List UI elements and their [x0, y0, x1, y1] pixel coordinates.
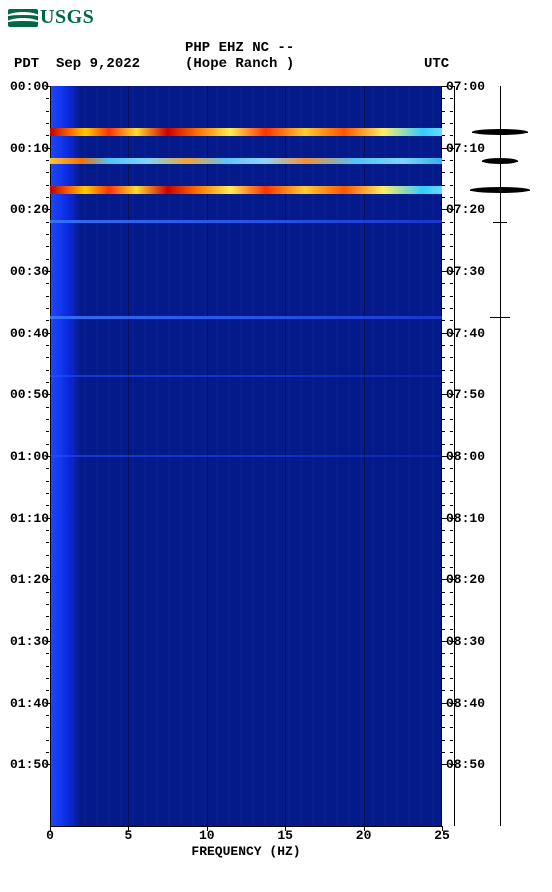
left-time-tick: 00:50 [10, 387, 46, 402]
spectrogram-chart: FREQUENCY (HZ) 00:0000:1000:2000:3000:40… [10, 86, 542, 866]
chart-title: PHP EHZ NC -- [185, 40, 294, 56]
left-time-tick: 00:40 [10, 326, 46, 341]
x-tick: 25 [427, 828, 457, 843]
spectro-band-event5 [50, 316, 442, 319]
waveform-axis [500, 86, 501, 826]
spectro-band-event7 [50, 455, 442, 457]
x-axis [50, 826, 442, 827]
spectro-band-event3 [50, 186, 442, 194]
x-tick: 0 [35, 828, 65, 843]
left-time-tick: 01:20 [10, 572, 46, 587]
x-tick: 15 [270, 828, 300, 843]
x-tick: 10 [192, 828, 222, 843]
left-time-tick: 01:40 [10, 696, 46, 711]
left-time-tick: 00:30 [10, 264, 46, 279]
usgs-logo: USGS [8, 6, 94, 29]
chart-subtitle: (Hope Ranch ) [185, 56, 294, 72]
spectro-band-event1 [50, 128, 442, 136]
left-time-tick: 01:50 [10, 757, 46, 772]
left-time-tick: 00:00 [10, 79, 46, 94]
header-right-label: UTC [424, 56, 449, 72]
usgs-logo-text: USGS [40, 6, 94, 29]
spectro-band-event2 [50, 158, 442, 164]
x-axis-label: FREQUENCY (HZ) [50, 844, 442, 859]
header-left-label: PDT Sep 9,2022 [14, 56, 140, 72]
spectrogram-area [50, 86, 442, 826]
spectro-band-event4 [50, 220, 442, 223]
left-time-tick: 01:30 [10, 634, 46, 649]
x-tick: 5 [113, 828, 143, 843]
left-time-tick: 01:00 [10, 449, 46, 464]
x-tick: 20 [349, 828, 379, 843]
usgs-logo-mark [8, 9, 38, 27]
left-time-tick: 01:10 [10, 511, 46, 526]
left-time-tick: 00:20 [10, 202, 46, 217]
spectro-band-event6 [50, 375, 442, 377]
left-time-tick: 00:10 [10, 141, 46, 156]
